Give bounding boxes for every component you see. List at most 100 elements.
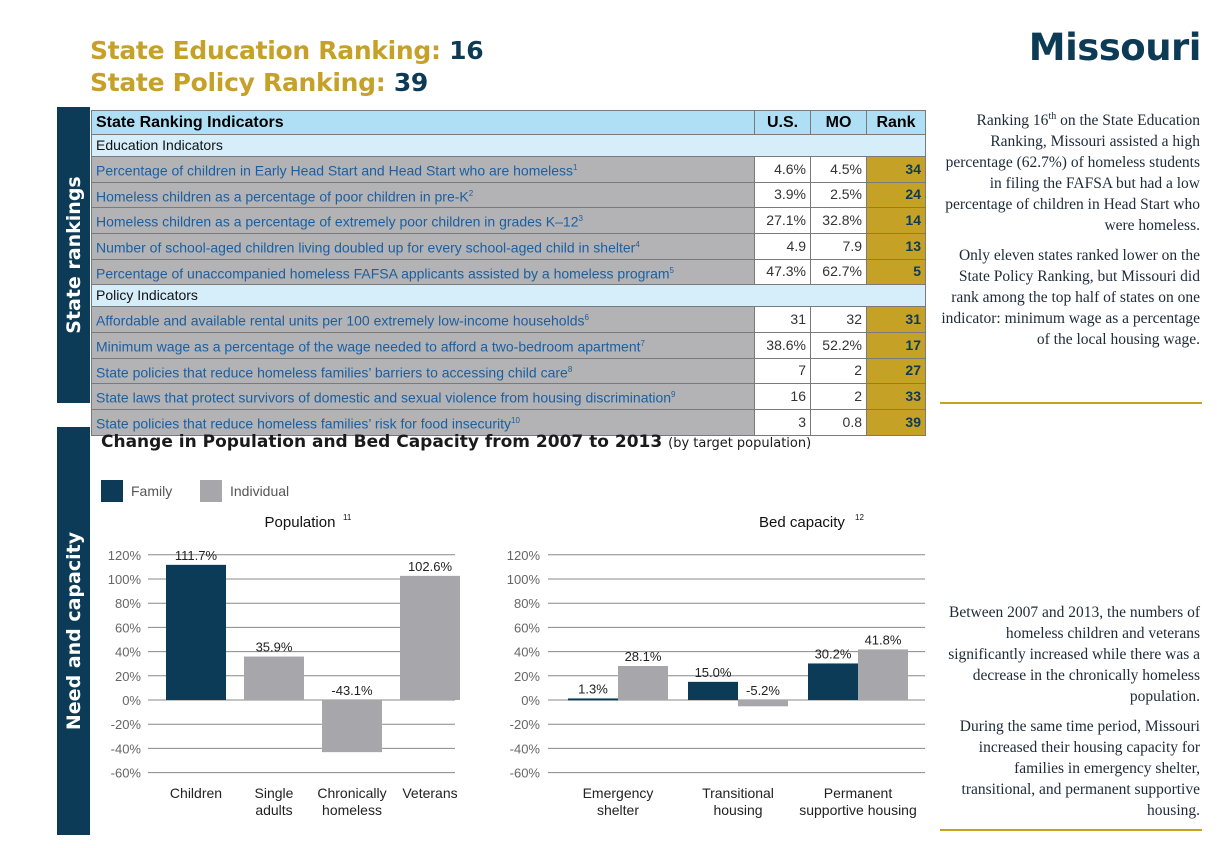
us-value: 38.6%: [754, 331, 811, 359]
y-tick-label: 120%: [108, 548, 142, 563]
indicator-label: State laws that protect survivors of dom…: [91, 383, 755, 410]
policy-ranking-title: State Policy Ranking: 39: [90, 68, 429, 97]
y-tick-label: 100%: [507, 572, 541, 587]
x-tick-label: Emergency: [583, 785, 654, 801]
bed-capacity-subtitle: Bed capacity: [759, 514, 845, 531]
bar-family: [688, 681, 738, 700]
table-row: Minimum wage as a percentage of the wage…: [91, 331, 926, 359]
col-mo: MO: [810, 110, 867, 135]
indicator-label: Percentage of unaccompanied homeless FAF…: [91, 258, 755, 286]
bar-children: [166, 564, 226, 700]
indicator-label: Homeless children as a percentage of poo…: [91, 181, 755, 209]
us-value: 4.9: [754, 232, 811, 260]
y-tick-label: 20%: [115, 669, 141, 684]
bar-single-adults: [244, 656, 304, 700]
divider: [940, 829, 1202, 831]
rank-value: 39: [866, 408, 926, 436]
rank-value: 13: [866, 232, 926, 260]
x-tick-label: housing: [713, 802, 762, 818]
y-tick-label: 60%: [514, 620, 540, 635]
legend-family: Family: [101, 480, 172, 502]
indicator-label: Number of school-aged children living do…: [91, 232, 755, 260]
table-row: Affordable and available rental units pe…: [91, 306, 926, 333]
indicator-label: Homeless children as a percentage of ext…: [91, 207, 755, 234]
y-tick-label: -40%: [510, 741, 541, 756]
y-tick-label: 80%: [115, 596, 141, 611]
data-label: 28.1%: [625, 649, 662, 664]
indicator-label: Percentage of children in Early Head Sta…: [91, 156, 755, 183]
us-value: 27.1%: [754, 207, 811, 234]
side-text-top: Ranking 16th on the State Education Rank…: [940, 106, 1200, 359]
x-tick-label: Single: [255, 785, 294, 801]
divider: [940, 402, 1202, 404]
footnote: 11: [343, 513, 352, 522]
rank-value: 24: [866, 181, 926, 209]
us-value: 3.9%: [754, 181, 811, 209]
y-tick-label: -20%: [510, 717, 541, 732]
us-value: 31: [754, 306, 811, 333]
table-row: State laws that protect survivors of dom…: [91, 383, 926, 410]
paragraph: Ranking 16th on the State Education Rank…: [945, 111, 1200, 235]
population-subtitle: Population: [265, 514, 336, 531]
mo-value: 0.8: [810, 408, 867, 436]
mo-value: 62.7%: [810, 258, 867, 286]
state-rankings-side-label: State rankings: [57, 107, 90, 403]
bar-chronically-homeless: [322, 700, 382, 753]
y-tick-label: 40%: [115, 645, 141, 660]
data-label: 30.2%: [815, 646, 852, 661]
table-row: State policies that reduce homeless fami…: [91, 408, 926, 436]
data-label: -5.2%: [746, 683, 780, 698]
bar-veterans: [400, 575, 460, 700]
data-label: 1.3%: [578, 681, 608, 696]
y-tick-label: 20%: [514, 669, 540, 684]
rank-value: 33: [866, 383, 926, 410]
chart-title: Change in Population and Bed Capacity fr…: [101, 432, 812, 452]
data-label: 111.7%: [175, 548, 218, 563]
individual-swatch: [200, 480, 222, 502]
us-value: 7: [754, 357, 811, 385]
paragraph: Only eleven states ranked lower on the S…: [941, 247, 1200, 349]
mo-value: 2: [810, 357, 867, 385]
state-name: Missouri: [1028, 26, 1202, 69]
y-tick-label: -60%: [111, 766, 142, 781]
y-tick-label: 40%: [514, 645, 540, 660]
legend-individual: Individual: [200, 480, 289, 502]
x-tick-label: shelter: [597, 802, 639, 818]
y-tick-label: 0%: [521, 693, 540, 708]
education-ranking-title: State Education Ranking: 16: [90, 36, 484, 65]
table-row: Number of school-aged children living do…: [91, 232, 926, 260]
paragraph: Between 2007 and 2013, the numbers of ho…: [948, 604, 1200, 705]
y-tick-label: 80%: [514, 596, 540, 611]
indicator-label: Affordable and available rental units pe…: [91, 306, 755, 333]
col-rank: Rank: [866, 110, 926, 135]
mo-value: 2.5%: [810, 181, 867, 209]
y-tick-label: 0%: [122, 693, 141, 708]
rank-value: 14: [866, 207, 926, 234]
y-tick-label: 120%: [507, 548, 541, 563]
charts: Population 11120%100%80%60%40%20%0%-20%-4…: [108, 513, 925, 818]
section-label: Education Indicators: [91, 134, 926, 157]
y-tick-label: -20%: [111, 717, 142, 732]
y-tick-label: -60%: [510, 766, 541, 781]
us-value: 3: [754, 408, 811, 436]
table-row: Homeless children as a percentage of poo…: [91, 181, 926, 209]
bar-individual: [858, 649, 908, 700]
table-row: Percentage of children in Early Head Sta…: [91, 156, 926, 183]
x-tick-label: homeless: [322, 802, 382, 818]
x-tick-label: supportive housing: [799, 802, 917, 818]
rank-value: 17: [866, 331, 926, 359]
paragraph: During the same time period, Missouri in…: [959, 718, 1200, 819]
mo-value: 4.5%: [810, 156, 867, 183]
footnote: 12: [855, 513, 864, 522]
mo-value: 32: [810, 306, 867, 333]
indicator-label: State policies that reduce homeless fami…: [91, 357, 755, 385]
table-row: Homeless children as a percentage of ext…: [91, 207, 926, 234]
indicator-label: State policies that reduce homeless fami…: [91, 408, 755, 436]
x-tick-label: adults: [255, 802, 292, 818]
x-tick-label: Chronically: [317, 785, 386, 801]
bar-family: [808, 663, 858, 700]
y-tick-label: -40%: [111, 741, 142, 756]
side-text-bottom: Between 2007 and 2013, the numbers of ho…: [940, 602, 1200, 830]
family-swatch: [101, 480, 123, 502]
mo-value: 52.2%: [810, 331, 867, 359]
